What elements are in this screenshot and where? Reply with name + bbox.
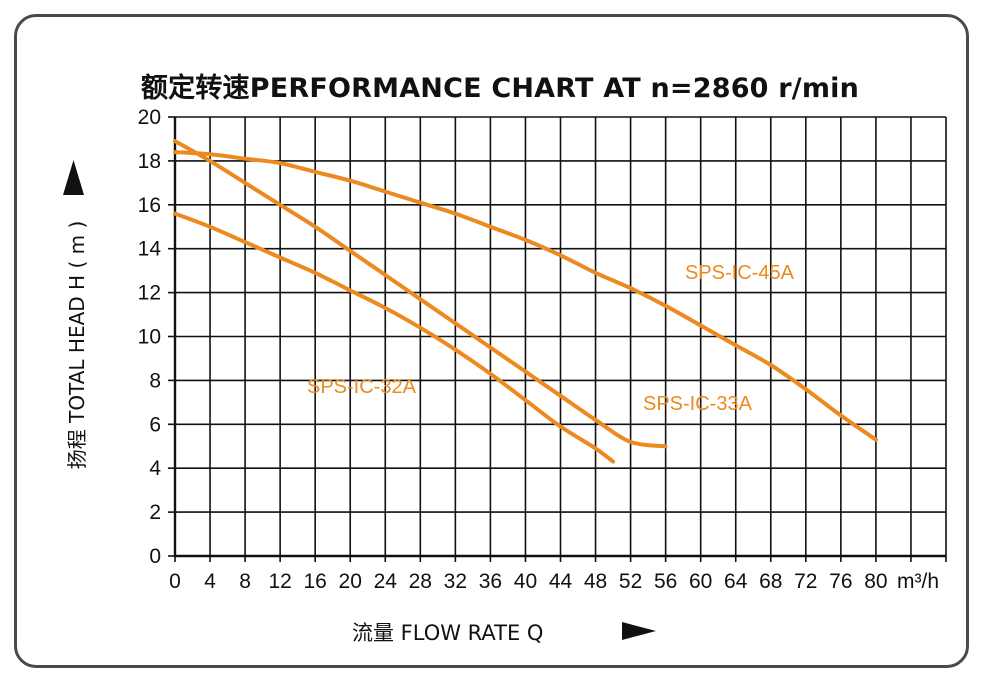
chart-frame bbox=[14, 14, 969, 668]
x-tick-label: 28 bbox=[409, 570, 432, 593]
series-labels: SPS-IC-32A SPS-IC-33A SPS-IC-45A bbox=[307, 262, 795, 415]
x-tick-label: 24 bbox=[374, 570, 398, 593]
x-tick-label: 8 bbox=[239, 570, 251, 593]
arrow-right-icon bbox=[622, 622, 656, 640]
x-tick-label: 60 bbox=[689, 570, 712, 593]
x-tick-label: 12 bbox=[268, 570, 291, 593]
x-tick-label: 16 bbox=[304, 570, 327, 593]
x-tick-label: 32 bbox=[444, 570, 467, 593]
chart-title: 额定转速PERFORMANCE CHART AT n=2860 r/min bbox=[140, 73, 860, 104]
series-label-sps-ic-32a: SPS-IC-32A bbox=[307, 376, 417, 398]
x-tick-label: 20 bbox=[339, 570, 362, 593]
x-tick-label: 4 bbox=[204, 570, 216, 593]
x-tick-label: 76 bbox=[829, 570, 852, 593]
y-tick-label: 20 bbox=[138, 106, 161, 129]
series-line-sps-ic-32a bbox=[173, 211, 616, 464]
x-tick-label: 44 bbox=[549, 570, 573, 593]
x-tick-label: 68 bbox=[759, 570, 782, 593]
x-tick-label: 72 bbox=[794, 570, 817, 593]
y-tick-label: 14 bbox=[138, 238, 162, 261]
grid bbox=[174, 116, 947, 557]
x-axis-title: 流量 FLOW RATE Q bbox=[352, 621, 656, 645]
y-axis-label: 扬程 TOTAL HEAD H ( m ) bbox=[65, 221, 89, 469]
y-tick-label: 10 bbox=[138, 326, 161, 349]
x-tick-label: 52 bbox=[619, 570, 642, 593]
x-axis-label: 流量 FLOW RATE Q bbox=[352, 621, 543, 645]
x-tick-label: 36 bbox=[479, 570, 502, 593]
y-tick-label: 8 bbox=[149, 369, 161, 392]
x-tick-label: 56 bbox=[654, 570, 677, 593]
x-tick-label: 64 bbox=[724, 570, 748, 593]
y-tick-label: 18 bbox=[138, 150, 161, 173]
series-line-sps-ic-33a bbox=[173, 139, 668, 449]
series-label-sps-ic-33a: SPS-IC-33A bbox=[643, 393, 753, 415]
y-tick-label: 6 bbox=[149, 413, 161, 436]
x-tick-label: 48 bbox=[584, 570, 607, 593]
y-tick-label: 4 bbox=[149, 457, 161, 480]
x-tick-label: 40 bbox=[514, 570, 537, 593]
series-lines bbox=[173, 139, 878, 464]
axes bbox=[168, 116, 947, 562]
y-tick-label: 2 bbox=[149, 501, 161, 524]
y-tick-label: 16 bbox=[138, 194, 161, 217]
x-unit-label: m³/h bbox=[897, 570, 939, 593]
series-line-sps-ic-45a bbox=[173, 150, 878, 442]
arrow-up-icon bbox=[63, 160, 84, 195]
x-tick-label: 80 bbox=[864, 570, 887, 593]
y-axis-title: 扬程 TOTAL HEAD H ( m ) bbox=[63, 160, 89, 469]
y-tick-label: 0 bbox=[149, 545, 161, 568]
x-tick-label: 0 bbox=[169, 570, 181, 593]
series-label-sps-ic-45a: SPS-IC-45A bbox=[685, 262, 795, 284]
y-tick-label: 12 bbox=[138, 282, 161, 305]
